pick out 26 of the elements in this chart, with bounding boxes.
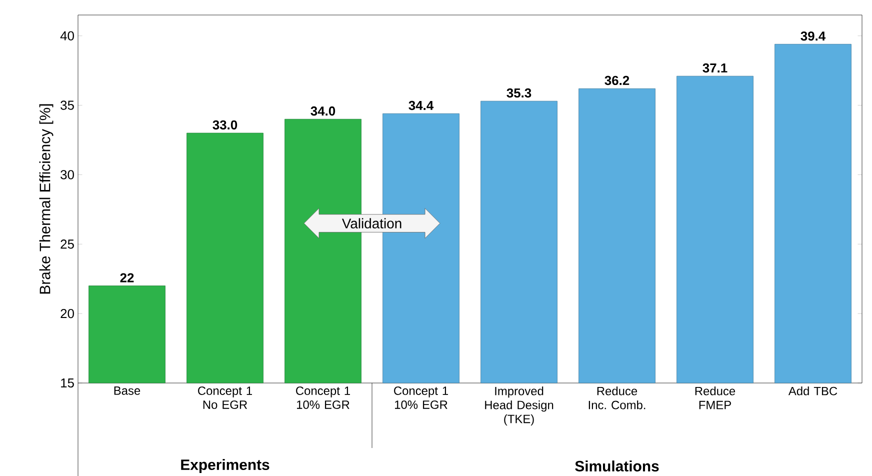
y-tick-label: 40 (60, 31, 74, 40)
x-tick-label: Add TBC (788, 386, 838, 396)
data-label: 39.4 (800, 31, 826, 41)
data-label: 36.2 (604, 76, 630, 86)
x-tick-label: Concept 1 10% EGR (394, 386, 448, 409)
x-tick-label: Improved Head Design (TKE) (485, 386, 554, 426)
y-tick-label: 20 (60, 308, 74, 318)
data-label: 37.1 (702, 63, 728, 73)
data-label: 33.0 (212, 120, 238, 130)
y-tick-label: 25 (60, 240, 74, 249)
x-tick-label: Reduce Inc. Comb. (588, 386, 646, 410)
y-tick-label: 30 (60, 170, 74, 180)
x-tick-label: Concept 1 10% EGR (296, 386, 350, 409)
y-tick-label: 15 (61, 378, 74, 388)
data-label: 22 (120, 273, 134, 282)
x-tick-label: Base (114, 386, 140, 395)
annotation: Validation (342, 218, 402, 228)
text: Simulations (575, 460, 659, 472)
y-axis-title: Brake Thermal Efficiency [%] (39, 104, 54, 294)
text: Experiments (181, 459, 270, 473)
data-label: 34.4 (408, 100, 434, 110)
data-label: 35.3 (506, 88, 532, 98)
data-label: 34.0 (310, 106, 336, 116)
x-tick-label: Concept 1 No EGR (198, 386, 252, 409)
y-tick-label: 35 (60, 100, 74, 110)
x-tick-label: Reduce FMEP (695, 386, 736, 410)
